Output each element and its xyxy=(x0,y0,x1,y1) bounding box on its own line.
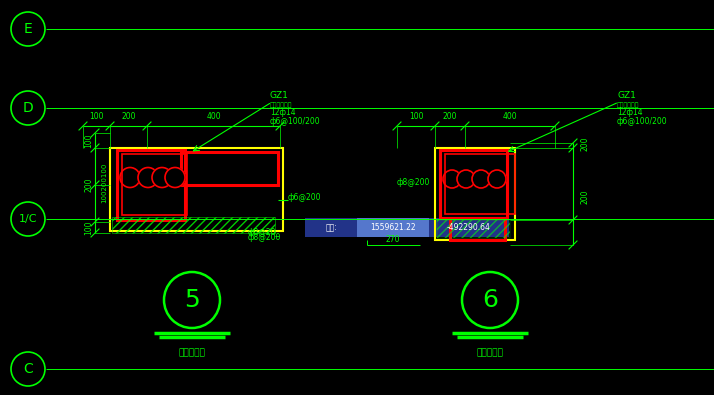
Text: 挑耳详图二: 挑耳详图二 xyxy=(476,348,503,357)
Text: 命令:: 命令: xyxy=(325,223,337,232)
Bar xyxy=(440,150,507,218)
Circle shape xyxy=(472,170,490,188)
Text: ф8@200: ф8@200 xyxy=(397,178,431,187)
Text: 200: 200 xyxy=(121,112,136,121)
Text: 100: 100 xyxy=(89,112,104,121)
Text: 200: 200 xyxy=(580,189,589,204)
Text: 6: 6 xyxy=(482,288,498,312)
Text: 200: 200 xyxy=(84,178,94,192)
Circle shape xyxy=(138,167,158,188)
Text: 100: 100 xyxy=(84,133,94,148)
Text: ф6@200: ф6@200 xyxy=(288,193,321,202)
Text: 200: 200 xyxy=(580,136,589,151)
Text: 柱纵筋构造柱: 柱纵筋构造柱 xyxy=(617,102,640,108)
Bar xyxy=(181,152,278,185)
Text: 柱纵筋构造柱: 柱纵筋构造柱 xyxy=(270,102,293,108)
Text: 挑耳详图一: 挑耳详图一 xyxy=(178,348,206,357)
Text: 12ф14: 12ф14 xyxy=(270,108,296,117)
Text: ф8@20_: ф8@20_ xyxy=(248,228,281,237)
Bar xyxy=(122,154,187,215)
Text: E: E xyxy=(24,22,32,36)
Text: D: D xyxy=(23,101,34,115)
Bar xyxy=(429,218,509,237)
Text: 100: 100 xyxy=(408,112,423,121)
Circle shape xyxy=(488,170,506,188)
Text: GZ1: GZ1 xyxy=(270,91,289,100)
Text: ф6@100/200: ф6@100/200 xyxy=(270,117,321,126)
Bar xyxy=(437,220,510,238)
Text: 12ф14: 12ф14 xyxy=(617,108,643,117)
Bar xyxy=(305,218,357,237)
Bar xyxy=(117,150,185,220)
Text: 200: 200 xyxy=(443,112,457,121)
Bar xyxy=(450,218,505,240)
Text: 100: 100 xyxy=(84,220,94,235)
Text: 1/C: 1/C xyxy=(19,214,37,224)
Bar xyxy=(357,218,429,237)
Bar xyxy=(445,154,515,214)
Text: 5: 5 xyxy=(184,288,200,312)
Circle shape xyxy=(443,170,461,188)
Circle shape xyxy=(152,167,172,188)
Text: C: C xyxy=(23,362,33,376)
Text: 400: 400 xyxy=(503,112,518,121)
Bar xyxy=(110,148,283,231)
Text: 270: 270 xyxy=(386,235,401,244)
Text: GZ1: GZ1 xyxy=(617,91,636,100)
Circle shape xyxy=(457,170,475,188)
Circle shape xyxy=(165,167,185,188)
Text: 400: 400 xyxy=(206,112,221,121)
Text: -492290.64: -492290.64 xyxy=(447,223,491,232)
Circle shape xyxy=(120,167,140,188)
Bar xyxy=(435,148,515,240)
Text: 1559621.22: 1559621.22 xyxy=(370,223,416,232)
Text: ф6@100/200: ф6@100/200 xyxy=(617,117,668,126)
Text: ф8@200: ф8@200 xyxy=(248,233,281,242)
Text: 100200100: 100200100 xyxy=(101,163,107,203)
Bar xyxy=(112,217,275,233)
